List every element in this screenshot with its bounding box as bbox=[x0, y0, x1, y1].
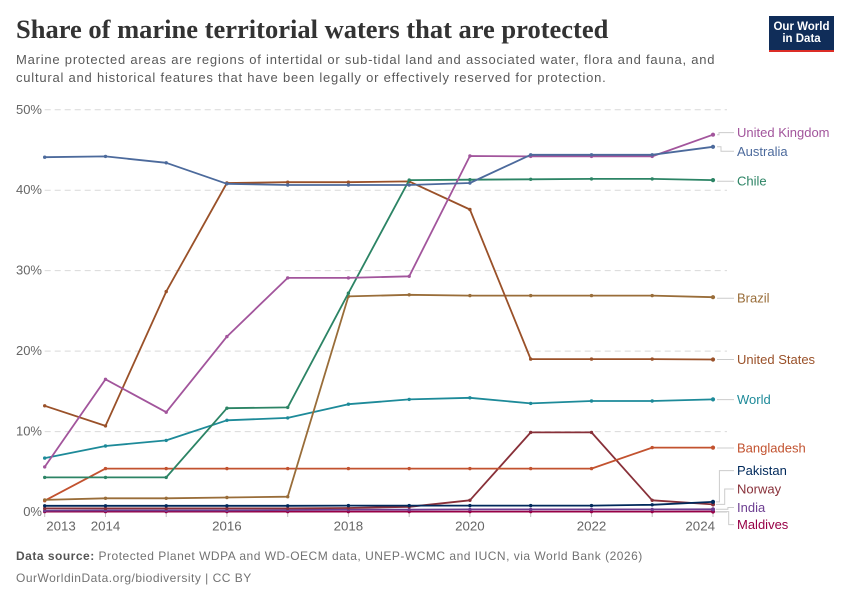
svg-text:50%: 50% bbox=[16, 102, 42, 117]
svg-text:2014: 2014 bbox=[91, 519, 121, 534]
svg-text:20%: 20% bbox=[16, 343, 42, 358]
svg-text:Chile: Chile bbox=[737, 174, 767, 189]
svg-text:2018: 2018 bbox=[334, 519, 364, 534]
svg-text:Maldives: Maldives bbox=[737, 517, 789, 532]
svg-text:United States: United States bbox=[737, 352, 816, 367]
svg-text:2013: 2013 bbox=[46, 519, 76, 534]
svg-text:2024: 2024 bbox=[685, 519, 715, 534]
svg-text:0%: 0% bbox=[23, 504, 42, 519]
svg-text:2020: 2020 bbox=[455, 519, 485, 534]
svg-text:Norway: Norway bbox=[737, 482, 782, 497]
svg-text:United Kingdom: United Kingdom bbox=[737, 125, 830, 140]
svg-text:Bangladesh: Bangladesh bbox=[737, 441, 806, 456]
svg-text:Brazil: Brazil bbox=[737, 291, 770, 306]
svg-text:2022: 2022 bbox=[577, 519, 607, 534]
svg-text:40%: 40% bbox=[16, 182, 42, 197]
svg-text:10%: 10% bbox=[16, 424, 42, 439]
svg-text:2016: 2016 bbox=[212, 519, 242, 534]
svg-text:World: World bbox=[737, 392, 771, 407]
svg-text:Pakistan: Pakistan bbox=[737, 463, 787, 478]
svg-text:Australia: Australia bbox=[737, 144, 788, 159]
svg-text:India: India bbox=[737, 500, 766, 515]
svg-text:30%: 30% bbox=[16, 263, 42, 278]
